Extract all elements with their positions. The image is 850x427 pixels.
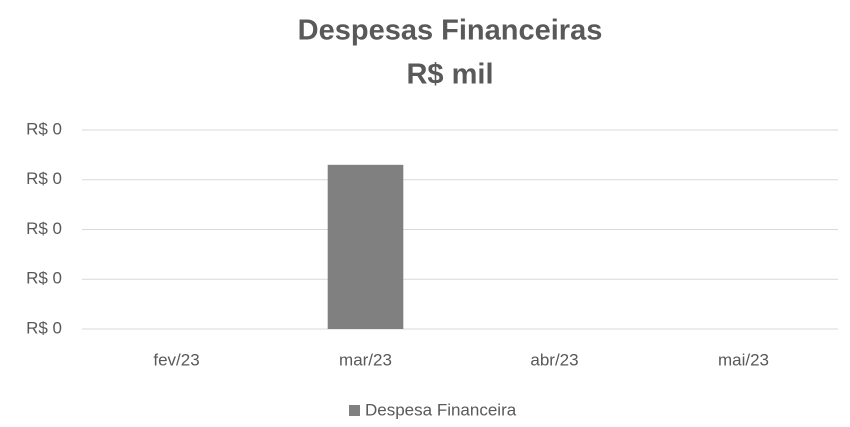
legend-swatch bbox=[349, 405, 360, 416]
x-tick-label: fev/23 bbox=[153, 350, 199, 369]
legend-label: Despesa Financeira bbox=[365, 400, 517, 419]
chart-title: Despesas Financeiras bbox=[298, 15, 603, 47]
x-tick-label: mar/23 bbox=[339, 350, 392, 369]
y-tick-label: R$ 0 bbox=[26, 119, 62, 138]
y-tick-label: R$ 0 bbox=[26, 269, 62, 288]
y-tick-label: R$ 0 bbox=[26, 169, 62, 188]
x-tick-label: abr/23 bbox=[530, 350, 578, 369]
chart-subtitle: R$ mil bbox=[406, 59, 493, 91]
y-tick-label: R$ 0 bbox=[26, 318, 62, 337]
bar bbox=[327, 164, 404, 329]
y-tick-label: R$ 0 bbox=[26, 219, 62, 238]
x-tick-label: mai/23 bbox=[718, 350, 769, 369]
